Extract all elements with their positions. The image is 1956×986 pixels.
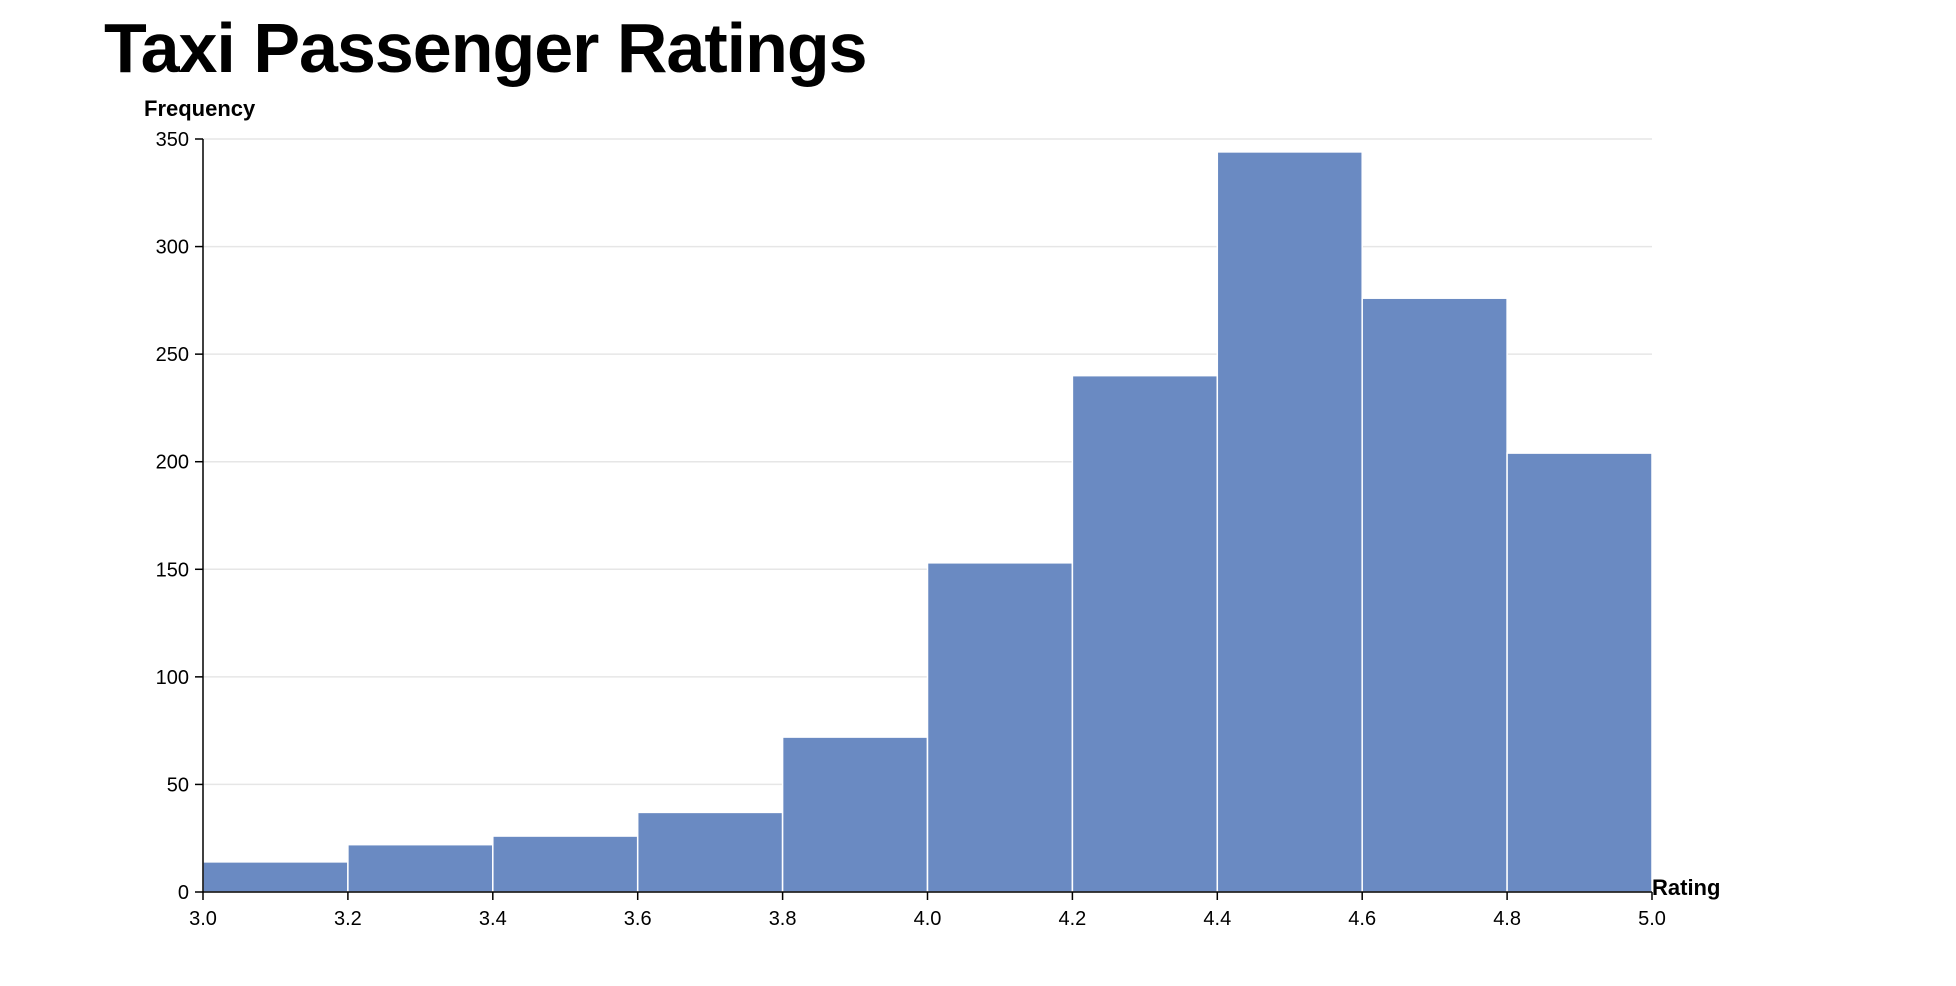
histogram-bar <box>781 736 929 893</box>
x-tick-label: 3.2 <box>334 908 362 930</box>
histogram-bar <box>1506 452 1653 893</box>
y-tick-label: 300 <box>156 237 189 259</box>
x-tick-label: 4.8 <box>1493 908 1521 930</box>
histogram-bar <box>492 835 639 893</box>
histogram-bar <box>1361 297 1508 893</box>
x-tick-label: 4.2 <box>1058 908 1086 930</box>
y-axis-title: Frequency <box>144 96 256 121</box>
x-tick-label: 3.0 <box>189 908 217 930</box>
x-tick-label: 4.6 <box>1348 908 1376 930</box>
histogram-bars <box>202 151 1653 893</box>
histogram-bar <box>1216 151 1363 893</box>
y-tick-label: 250 <box>156 344 189 366</box>
y-tick-label: 200 <box>156 452 189 474</box>
histogram-bar <box>347 843 494 893</box>
histogram-bar <box>1071 374 1219 893</box>
x-tick-label: 5.0 <box>1638 908 1666 930</box>
y-tick-label: 350 <box>156 129 189 151</box>
x-axis-title: Rating <box>1652 875 1720 900</box>
histogram-bar <box>202 861 349 893</box>
x-tick-label: 3.8 <box>769 908 797 930</box>
x-tick-label: 3.6 <box>624 908 652 930</box>
y-tick-label: 50 <box>167 774 189 796</box>
histogram-bar <box>636 811 784 893</box>
y-tick-label: 100 <box>156 667 189 689</box>
y-axis-ticks: 0 50 100 150 200 250 300 350 <box>156 129 203 904</box>
y-tick-label: 150 <box>156 559 189 581</box>
histogram-bar <box>926 562 1074 893</box>
chart-title: Taxi Passenger Ratings <box>104 9 868 87</box>
y-tick-label: 0 <box>178 882 189 904</box>
x-tick-label: 4.4 <box>1203 908 1231 930</box>
x-axis-ticks: 3.0 3.2 3.4 3.6 3.8 4.0 4.2 4.4 4.6 4.8 5.0 <box>189 892 1666 930</box>
x-tick-label: 4.0 <box>914 908 942 930</box>
x-tick-label: 3.4 <box>479 908 507 930</box>
